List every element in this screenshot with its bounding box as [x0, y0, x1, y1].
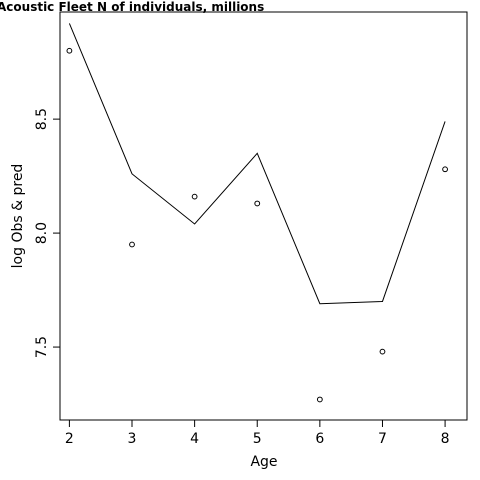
x-tick-label: 3	[128, 431, 137, 447]
plot-frame	[59, 11, 468, 421]
observed-point	[316, 396, 323, 403]
observed-point	[442, 166, 448, 173]
series-layer	[66, 23, 448, 403]
y-tick-label: 7.5	[34, 336, 50, 358]
x-tick-label: 7	[378, 431, 387, 447]
x-tick-label: 6	[315, 431, 324, 447]
x-tick-label: 8	[441, 431, 450, 447]
observed-point	[66, 47, 73, 54]
y-axis: 7.5 8.0 8.5	[34, 108, 60, 358]
x-axis: 2 3 4 5 6 7 8	[65, 420, 450, 447]
y-axis-label: log Obs & pred	[10, 164, 26, 269]
x-tick-label: 4	[190, 431, 199, 447]
x-tick-label: 5	[253, 431, 262, 447]
y-tick-label: 8.0	[34, 222, 50, 244]
chart-title: Acoustic Fleet N of individuals, million…	[0, 0, 264, 14]
predicted-line	[68, 23, 446, 305]
observed-point	[129, 241, 135, 248]
x-axis-label: Age	[250, 454, 277, 470]
x-tick-label: 2	[65, 431, 74, 447]
observed-point	[254, 200, 261, 207]
observed-point	[191, 193, 198, 200]
observed-point	[379, 348, 386, 355]
y-tick-label: 8.5	[34, 108, 50, 130]
